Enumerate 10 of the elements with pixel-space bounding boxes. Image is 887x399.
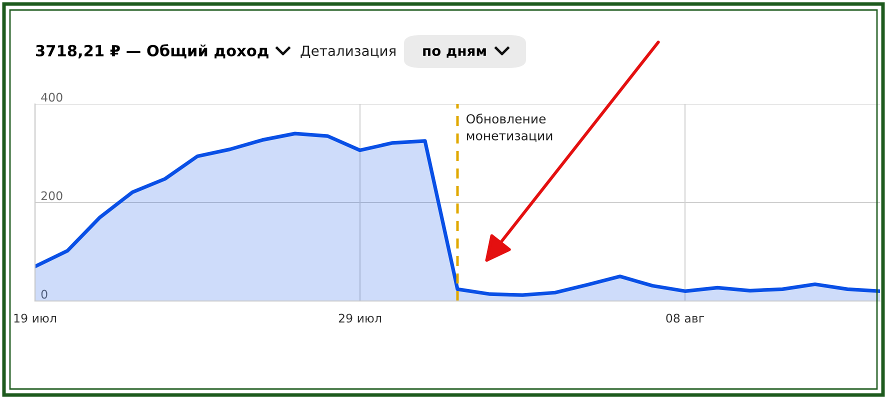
chart-title: 3718,21 ₽ — Общий доход (36, 44, 268, 58)
ref-line-label: Обновление монетизации (466, 114, 552, 142)
text: по дням (423, 48, 486, 58)
y-tick-label: 200 (41, 191, 62, 200)
y-tick-label: 0 (41, 290, 48, 299)
x-tick-label: 29 июл (338, 314, 381, 323)
x-tick-label: 08 авг (666, 314, 704, 323)
text: Детализация (300, 46, 396, 58)
x-tick-label: 19 июл (14, 314, 56, 323)
y-tick-label: 400 (41, 92, 62, 102)
